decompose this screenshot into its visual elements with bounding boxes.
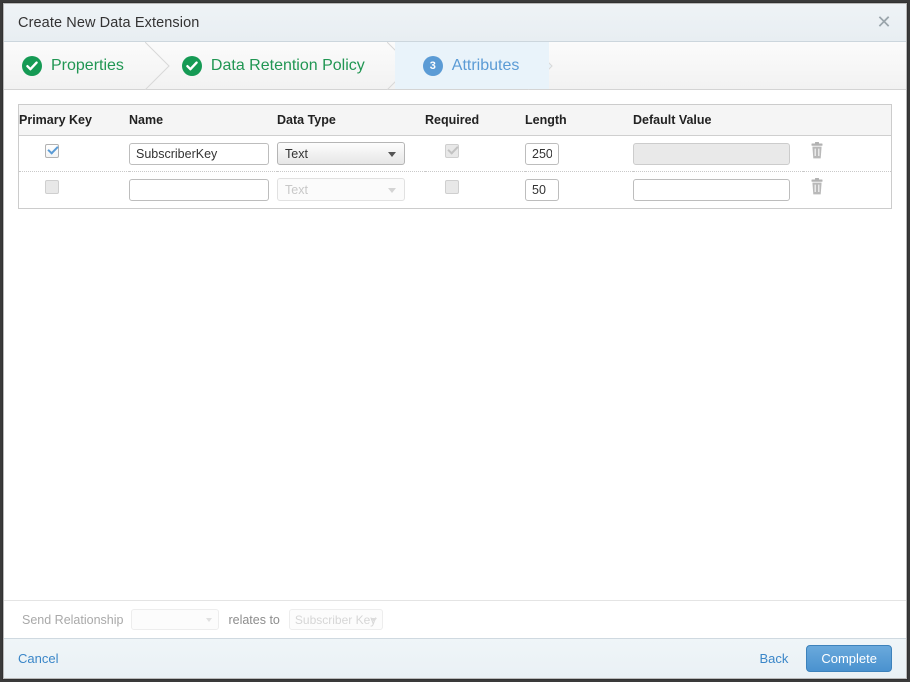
cell-length: [525, 172, 633, 208]
cell-data-type: Text: [277, 135, 425, 172]
table-row: Text: [19, 135, 891, 172]
step-label: Attributes: [451, 56, 520, 74]
dialog-title: Create New Data Extension: [18, 14, 200, 31]
primary-key-checkbox[interactable]: [45, 180, 59, 195]
required-checkbox: [445, 144, 459, 158]
cell-name: [129, 172, 277, 208]
cell-length: [525, 135, 633, 172]
column-header-length: Length: [525, 105, 633, 136]
primary-key-checkbox[interactable]: [45, 144, 59, 158]
step-data-retention-policy[interactable]: Data Retention Policy: [154, 42, 395, 89]
cell-delete: [803, 172, 891, 208]
chevron-down-icon: [388, 151, 396, 157]
attribute-name-input[interactable]: [129, 142, 269, 165]
attribute-name-input[interactable]: [129, 178, 269, 201]
trash-icon[interactable]: [809, 178, 825, 196]
required-checkbox[interactable]: [445, 180, 459, 195]
default-value-input: [633, 142, 790, 165]
cancel-button[interactable]: Cancel: [18, 651, 59, 666]
cell-primary-key: [19, 172, 129, 208]
check-circle-icon: [181, 55, 202, 76]
attributes-table-container: Primary Key Name Data Type Required Leng…: [18, 104, 892, 209]
dialog-body: Primary Key Name Data Type Required Leng…: [4, 90, 906, 638]
table-head: Primary Key Name Data Type Required Leng…: [19, 105, 891, 136]
dialog-footer: Cancel Back Complete: [4, 638, 906, 678]
relates-to-value: Subscriber Key: [294, 612, 377, 627]
step-attributes[interactable]: 3 Attributes: [394, 42, 550, 89]
table-body: Text: [19, 135, 891, 208]
close-icon[interactable]: ✕: [876, 11, 892, 33]
chevron-down-icon: [370, 617, 377, 622]
complete-button[interactable]: Complete: [806, 645, 892, 672]
relates-to-select: Subscriber Key: [288, 609, 383, 630]
data-type-value: Text: [285, 182, 308, 197]
table-row: Text: [19, 172, 891, 208]
column-header-name: Name: [129, 105, 277, 136]
length-input[interactable]: [525, 178, 559, 201]
cell-required: [425, 135, 525, 172]
column-header-required: Required: [425, 105, 525, 136]
chevron-down-icon: [388, 187, 396, 193]
cell-default-value: [633, 135, 803, 172]
cell-default-value: [633, 172, 803, 208]
step-properties[interactable]: Properties: [4, 42, 154, 89]
trash-icon[interactable]: [809, 142, 825, 160]
column-header-actions: [803, 105, 891, 136]
column-header-data-type: Data Type: [277, 105, 425, 136]
step-number-badge: 3: [422, 55, 443, 76]
wizard-steps: Properties Data Retention Policy 3 Attri…: [4, 42, 906, 90]
check-circle-icon: [22, 55, 42, 76]
back-button[interactable]: Back: [759, 651, 789, 666]
data-type-select: Text: [277, 178, 405, 202]
data-type-select[interactable]: Text: [277, 142, 405, 165]
send-relationship-row: Send Relationship relates to Subscriber …: [4, 600, 906, 638]
cell-required: [425, 172, 525, 208]
column-header-primary-key: Primary Key: [19, 105, 129, 136]
relates-to-label: relates to: [228, 612, 280, 627]
cell-data-type: Text: [277, 172, 425, 208]
cell-primary-key: [19, 135, 129, 172]
send-relationship-select: [131, 609, 220, 630]
create-data-extension-dialog: Create New Data Extension ✕ Properties D…: [3, 3, 907, 679]
step-label: Properties: [51, 56, 124, 74]
cell-delete: [803, 135, 891, 172]
attributes-table: Primary Key Name Data Type Required Leng…: [19, 105, 891, 208]
step-label: Data Retention Policy: [210, 56, 365, 74]
default-value-input[interactable]: [633, 178, 790, 201]
data-type-value: Text: [285, 146, 308, 161]
send-relationship-label: Send Relationship: [22, 612, 124, 627]
chevron-down-icon: [206, 617, 213, 622]
table-header-row: Primary Key Name Data Type Required Leng…: [19, 105, 891, 136]
cell-name: [129, 135, 277, 172]
length-input[interactable]: [525, 142, 559, 165]
dialog-title-bar: Create New Data Extension ✕: [4, 4, 906, 42]
column-header-default-value: Default Value: [633, 105, 803, 136]
